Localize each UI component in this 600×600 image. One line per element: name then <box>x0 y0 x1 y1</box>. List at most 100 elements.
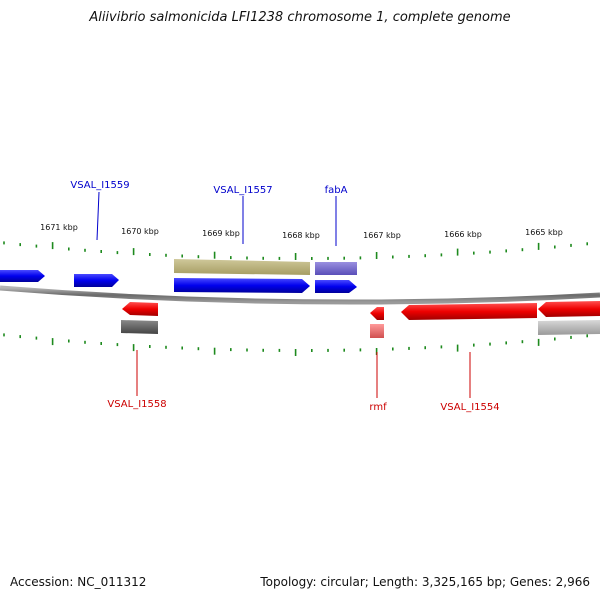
minor-tick <box>359 348 362 352</box>
minor-tick <box>392 347 394 351</box>
gene-arrow-reverse[interactable] <box>401 303 537 320</box>
minor-tick <box>149 345 151 348</box>
minor-tick <box>84 248 86 252</box>
minor-tick <box>262 256 264 260</box>
gene-label-vsal-i1554[interactable]: VSAL_I1554 <box>440 402 499 413</box>
kbp-label: 1667 kbp <box>363 231 401 240</box>
minor-tick <box>68 339 70 343</box>
accession-text: Accession: NC_011312 <box>10 575 147 589</box>
gene-arrow-forward[interactable] <box>0 270 45 282</box>
kbp-label: 1669 kbp <box>202 229 240 238</box>
minor-tick <box>521 340 524 344</box>
major-tick <box>132 344 135 352</box>
major-tick <box>132 248 135 256</box>
minor-tick <box>521 248 524 252</box>
minor-tick <box>408 254 410 258</box>
minor-tick <box>35 244 38 248</box>
map-title: Aliivibrio salmonicida LFI1238 chromosom… <box>89 10 511 25</box>
minor-tick <box>19 243 21 247</box>
minor-tick <box>392 255 394 259</box>
feature-bar-gray[interactable] <box>121 320 158 334</box>
minor-tick <box>149 253 151 256</box>
minor-tick <box>505 249 507 253</box>
genome-stats-text: Topology: circular; Length: 3,325,165 bp… <box>260 575 590 589</box>
minor-tick <box>100 250 102 253</box>
minor-tick <box>408 346 410 350</box>
minor-tick <box>19 335 21 339</box>
minor-tick <box>165 253 167 257</box>
minor-tick <box>84 340 86 344</box>
minor-tick <box>489 342 491 346</box>
feature-bar-olive[interactable] <box>174 259 310 275</box>
feature-bar-light-gray[interactable] <box>538 320 600 335</box>
minor-tick <box>473 343 475 347</box>
major-tick <box>375 348 378 355</box>
minor-tick <box>586 242 588 246</box>
minor-tick <box>440 253 443 257</box>
gene-arrow-forward[interactable] <box>74 274 119 287</box>
major-tick <box>294 253 297 260</box>
minor-tick <box>197 255 200 259</box>
minor-tick <box>100 342 102 345</box>
gene-label-vsal-i1559[interactable]: VSAL_I1559 <box>70 180 129 191</box>
minor-tick <box>3 333 5 337</box>
minor-tick <box>343 256 345 260</box>
minor-tick <box>343 348 345 352</box>
minor-tick <box>246 348 248 352</box>
minor-tick <box>424 346 426 350</box>
minor-tick <box>327 256 329 260</box>
minor-tick <box>230 256 232 260</box>
minor-tick <box>246 256 248 260</box>
leader-line <box>96 191 100 241</box>
major-tick <box>537 338 540 346</box>
minor-tick <box>197 347 200 351</box>
minor-tick <box>570 243 572 247</box>
gene-label-vsal-i1558[interactable]: VSAL_I1558 <box>107 399 166 410</box>
minor-tick <box>116 343 119 347</box>
minor-tick <box>311 257 313 260</box>
major-tick <box>456 344 459 352</box>
gene-arrow-reverse[interactable] <box>370 307 384 320</box>
feature-bar-purple[interactable] <box>315 262 357 275</box>
minor-tick <box>586 334 588 338</box>
major-tick <box>51 242 54 250</box>
minor-tick <box>440 345 443 349</box>
gene-arrow-forward[interactable] <box>174 278 310 293</box>
minor-tick <box>68 247 70 251</box>
gene-arrow-reverse[interactable] <box>122 302 158 316</box>
kbp-label: 1670 kbp <box>121 227 159 236</box>
minor-tick <box>424 254 426 258</box>
chromosome-backbone <box>0 285 600 305</box>
upper-tick-marks <box>3 241 588 260</box>
minor-tick <box>181 254 183 258</box>
kbp-label: 1665 kbp <box>525 228 563 237</box>
minor-tick <box>262 348 264 352</box>
gene-arrow-forward[interactable] <box>315 280 357 293</box>
kbp-label: 1668 kbp <box>282 231 320 240</box>
major-tick <box>537 242 540 250</box>
minor-tick <box>554 337 556 341</box>
minor-tick <box>570 335 572 339</box>
gene-label-faba[interactable]: fabA <box>325 185 348 196</box>
minor-tick <box>278 256 281 260</box>
minor-tick <box>473 251 475 255</box>
kbp-label: 1666 kbp <box>444 230 482 239</box>
minor-tick <box>116 251 119 255</box>
minor-tick <box>165 345 167 349</box>
minor-tick <box>554 245 556 249</box>
feature-bar-pink[interactable] <box>370 324 384 338</box>
minor-tick <box>181 346 183 350</box>
gene-label-vsal-i1557[interactable]: VSAL_I1557 <box>213 185 272 196</box>
minor-tick <box>311 349 313 352</box>
minor-tick <box>278 348 281 352</box>
kbp-label: 1671 kbp <box>40 223 78 232</box>
major-tick <box>456 248 459 256</box>
gene-arrow-reverse[interactable] <box>538 301 600 317</box>
gene-label-rmf[interactable]: rmf <box>369 402 387 413</box>
minor-tick <box>505 341 507 345</box>
minor-tick <box>327 348 329 352</box>
major-tick <box>213 347 216 355</box>
major-tick <box>51 338 54 346</box>
